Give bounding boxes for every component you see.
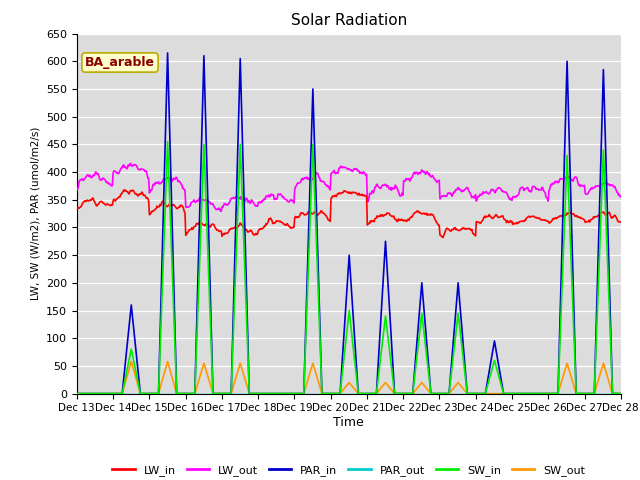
PAR_in — [195, 250, 202, 256]
Line: SW_in: SW_in — [77, 142, 621, 394]
LW_in — [195, 220, 202, 226]
SW_in — [416, 331, 424, 336]
PAR_out — [194, 391, 202, 396]
PAR_in — [83, 391, 90, 396]
Line: LW_out: LW_out — [77, 163, 621, 211]
LW_in — [140, 192, 147, 198]
PAR_out — [139, 391, 147, 396]
LW_in — [617, 219, 625, 225]
SW_out — [127, 359, 135, 364]
SW_in — [164, 139, 172, 144]
SW_out — [73, 391, 81, 396]
SW_out — [431, 391, 439, 396]
SW_out — [617, 391, 625, 396]
Text: BA_arable: BA_arable — [85, 56, 155, 69]
PAR_in — [139, 391, 147, 396]
PAR_out — [415, 391, 422, 396]
LW_in — [73, 205, 81, 211]
LW_in — [416, 209, 424, 215]
LW_out — [83, 173, 90, 179]
SW_in — [83, 391, 90, 396]
LW_out — [195, 198, 202, 204]
LW_out — [224, 202, 232, 207]
SW_in — [431, 391, 439, 396]
SW_out — [195, 378, 202, 384]
LW_out — [217, 208, 225, 214]
PAR_out — [431, 391, 438, 396]
SW_out — [223, 391, 231, 396]
PAR_in — [223, 391, 231, 396]
Legend: LW_in, LW_out, PAR_in, PAR_out, SW_in, SW_out: LW_in, LW_out, PAR_in, PAR_out, SW_in, S… — [108, 460, 589, 480]
LW_out — [617, 194, 625, 200]
LW_out — [73, 188, 81, 193]
PAR_out — [223, 391, 230, 396]
SW_out — [140, 391, 147, 396]
LW_in — [223, 230, 231, 236]
LW_in — [83, 198, 90, 204]
SW_in — [73, 391, 81, 396]
X-axis label: Time: Time — [333, 416, 364, 429]
PAR_in — [617, 391, 625, 396]
LW_in — [439, 235, 447, 240]
PAR_in — [164, 50, 172, 56]
SW_in — [223, 391, 231, 396]
LW_in — [431, 217, 439, 223]
PAR_in — [431, 391, 439, 396]
LW_out — [417, 171, 424, 177]
LW_out — [140, 167, 147, 172]
SW_out — [83, 391, 90, 396]
PAR_out — [617, 391, 625, 396]
SW_out — [416, 383, 424, 388]
Title: Solar Radiation: Solar Radiation — [291, 13, 407, 28]
PAR_out — [73, 391, 81, 396]
Line: LW_in: LW_in — [77, 190, 621, 238]
Line: SW_out: SW_out — [77, 361, 621, 394]
SW_in — [195, 287, 202, 293]
PAR_out — [83, 391, 90, 396]
LW_in — [122, 187, 129, 193]
Y-axis label: LW, SW (W/m2), PAR (umol/m2/s): LW, SW (W/m2), PAR (umol/m2/s) — [30, 127, 40, 300]
SW_in — [139, 391, 147, 396]
PAR_in — [416, 308, 424, 313]
LW_out — [127, 160, 134, 166]
SW_in — [617, 391, 625, 396]
PAR_in — [73, 391, 81, 396]
Line: PAR_in: PAR_in — [77, 53, 621, 394]
LW_out — [433, 179, 440, 184]
